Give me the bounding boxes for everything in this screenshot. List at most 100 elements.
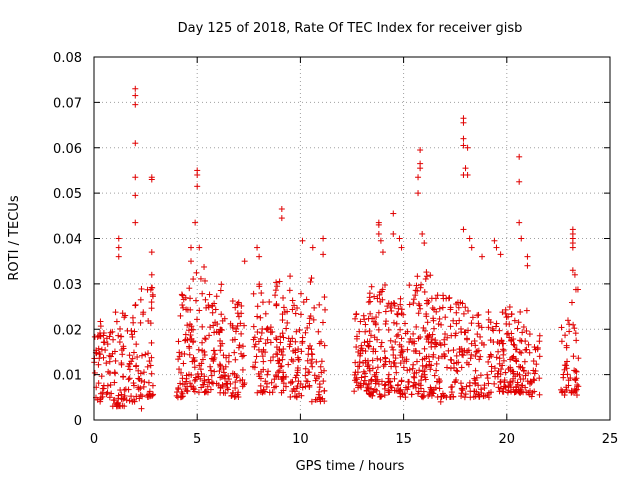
data-point [132, 174, 139, 181]
data-point [266, 298, 273, 305]
data-point [225, 372, 232, 379]
data-point [139, 393, 146, 400]
data-point [286, 287, 293, 294]
data-point [132, 192, 139, 199]
data-point [441, 336, 448, 343]
data-point [475, 320, 482, 327]
data-point [572, 286, 579, 293]
data-point [275, 369, 282, 376]
y-tick-label: 0.08 [53, 51, 82, 66]
data-point [111, 379, 118, 386]
data-point [559, 388, 566, 395]
data-point [415, 174, 422, 181]
data-point [566, 328, 573, 335]
data-point [104, 389, 111, 396]
data-point [265, 368, 272, 375]
data-point [392, 355, 399, 362]
data-point [402, 394, 409, 401]
data-point [423, 269, 430, 276]
data-point [379, 296, 386, 303]
data-point [416, 350, 423, 357]
data-point [461, 394, 468, 401]
data-point [480, 392, 487, 399]
data-point [121, 392, 128, 399]
data-point [303, 296, 310, 303]
y-tick-label: 0.04 [53, 233, 82, 248]
data-point [394, 310, 401, 317]
data-point [176, 366, 183, 373]
data-point [207, 363, 214, 370]
data-point [475, 382, 482, 389]
data-point [279, 352, 286, 359]
data-point [493, 320, 500, 327]
data-point [393, 369, 400, 376]
data-point [399, 391, 406, 398]
data-point [516, 178, 523, 185]
data-point [437, 398, 444, 405]
data-point [434, 292, 441, 299]
data-point [234, 310, 241, 317]
data-point [472, 342, 479, 349]
data-point [381, 361, 388, 368]
data-point [430, 317, 437, 324]
data-point [205, 302, 212, 309]
data-point [362, 328, 369, 335]
data-point [462, 329, 469, 336]
data-point [132, 140, 139, 147]
data-point [500, 347, 507, 354]
data-point [520, 375, 527, 382]
data-point [419, 230, 426, 237]
data-point [306, 369, 313, 376]
data-point [562, 332, 569, 339]
data-point [142, 351, 149, 358]
data-point [530, 367, 537, 374]
data-point [366, 365, 373, 372]
data-point [390, 230, 397, 237]
data-point [515, 319, 522, 326]
data-point [191, 364, 198, 371]
data-point [377, 237, 384, 244]
data-point [468, 320, 475, 327]
data-point [145, 350, 152, 357]
data-point [184, 322, 191, 329]
data-point [305, 345, 312, 352]
data-point [458, 364, 465, 371]
data-point [485, 358, 492, 365]
data-point [129, 314, 136, 321]
data-point [251, 334, 258, 341]
data-point [410, 348, 417, 355]
data-point [410, 296, 417, 303]
data-point [188, 258, 195, 265]
x-tick-label: 15 [395, 432, 412, 447]
data-point [292, 374, 299, 381]
data-point [208, 372, 215, 379]
data-point [184, 336, 191, 343]
data-point [267, 339, 274, 346]
data-point [468, 340, 475, 347]
data-point [268, 379, 275, 386]
data-point [463, 359, 470, 366]
data-point [477, 372, 484, 379]
data-point [371, 386, 378, 393]
data-point [256, 281, 263, 288]
data-point [231, 336, 238, 343]
data-point [422, 376, 429, 383]
data-point [377, 356, 384, 363]
data-point [462, 165, 469, 172]
data-point [516, 153, 523, 160]
data-point [536, 391, 543, 398]
data-point [183, 375, 190, 382]
data-point [445, 347, 452, 354]
data-point [401, 358, 408, 365]
data-point [364, 357, 371, 364]
data-point [460, 226, 467, 233]
data-point [417, 334, 424, 341]
data-point [506, 334, 513, 341]
data-point [516, 219, 523, 226]
data-point [91, 333, 98, 340]
data-point [503, 320, 510, 327]
data-point [375, 309, 382, 316]
data-point [366, 380, 373, 387]
data-point [418, 377, 425, 384]
data-point [272, 287, 279, 294]
